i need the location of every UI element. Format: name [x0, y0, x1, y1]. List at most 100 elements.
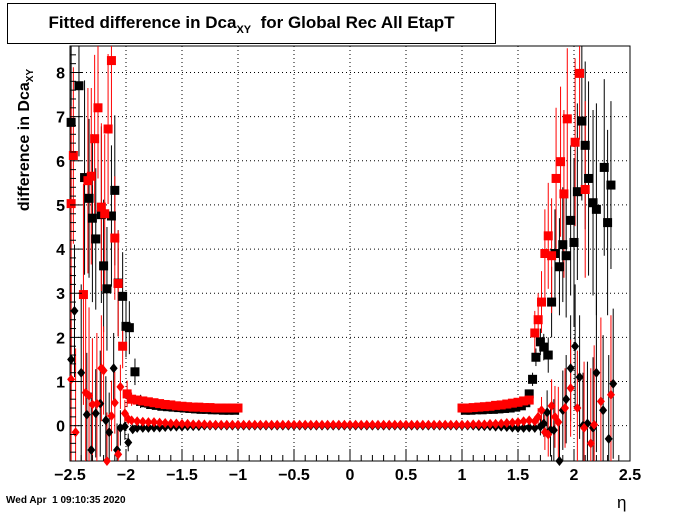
- data-point-square: [575, 68, 585, 78]
- data-point-diamond: [82, 409, 91, 420]
- data-point-square: [166, 400, 176, 410]
- data-point-diamond: [105, 427, 114, 438]
- data-point-square: [96, 202, 106, 212]
- data-point-square: [457, 403, 467, 413]
- data-point-diamond: [525, 422, 534, 433]
- data-point-diamond: [413, 419, 422, 430]
- data-point-square: [106, 56, 116, 66]
- data-point-diamond: [116, 381, 125, 392]
- data-point-square: [66, 199, 76, 209]
- data-point-square: [599, 162, 609, 172]
- data-point-diamond: [407, 419, 416, 430]
- data-point-diamond: [561, 403, 570, 414]
- data-point-square: [188, 402, 198, 412]
- data-point-square: [132, 395, 142, 405]
- data-point-diamond: [101, 415, 110, 426]
- data-point-diamond: [534, 411, 543, 422]
- data-point-diamond: [133, 416, 142, 427]
- data-point-diamond: [161, 418, 170, 429]
- data-point-diamond: [609, 378, 618, 389]
- data-point-square: [588, 198, 598, 208]
- data-point-square: [551, 173, 561, 183]
- data-point-square: [531, 352, 541, 362]
- data-point-square: [524, 395, 534, 405]
- data-point-diamond: [374, 419, 382, 430]
- data-point-square: [118, 291, 128, 301]
- data-point-square: [528, 374, 538, 384]
- y-axis-label: difference in DcaXY: [16, 68, 36, 212]
- data-point-diamond: [539, 418, 548, 429]
- data-point-diamond: [290, 419, 298, 430]
- data-point-diamond: [183, 418, 192, 429]
- data-point-square: [539, 342, 549, 352]
- data-point-diamond: [85, 390, 94, 401]
- data-point-diamond: [284, 419, 293, 430]
- data-point-diamond: [329, 419, 338, 430]
- data-point-square: [106, 211, 116, 221]
- data-point-diamond: [566, 363, 575, 374]
- data-point-diamond: [250, 419, 259, 430]
- data-point-diamond: [580, 422, 589, 433]
- data-point-diamond: [194, 419, 203, 430]
- data-point-diamond: [295, 419, 304, 430]
- data-point-diamond: [306, 419, 315, 430]
- data-point-square: [540, 249, 550, 258]
- data-point-diamond: [138, 422, 147, 433]
- data-point-diamond: [109, 363, 118, 374]
- data-point-diamond: [575, 372, 584, 383]
- data-point-square: [110, 233, 120, 243]
- data-point-square: [194, 402, 204, 412]
- data-point-diamond: [150, 417, 158, 428]
- y-tick-label: 5: [56, 198, 65, 215]
- timestamp: Wed Apr 1 09:10:35 2020: [6, 495, 126, 506]
- data-point-diamond: [91, 408, 100, 419]
- data-point-square: [130, 367, 140, 377]
- data-point-square: [124, 323, 134, 333]
- data-point-diamond: [262, 419, 270, 430]
- data-point-square: [66, 117, 76, 127]
- data-point-diamond: [144, 422, 153, 433]
- x-axis-label: η: [617, 493, 627, 512]
- data-point-diamond: [87, 444, 96, 455]
- data-point-square: [103, 124, 113, 134]
- data-point-diamond: [385, 419, 394, 430]
- data-point-square: [74, 81, 84, 91]
- data-point-diamond: [555, 456, 564, 466]
- data-point-diamond: [606, 389, 615, 400]
- x-tick-label: 2: [570, 467, 579, 484]
- y-tick-label: 3: [56, 286, 65, 303]
- data-point-square: [86, 171, 96, 181]
- data-point-diamond: [138, 416, 147, 427]
- data-point-square: [547, 297, 557, 307]
- data-point-diamond: [172, 418, 181, 429]
- data-point-diamond: [127, 415, 136, 426]
- data-point-diamond: [435, 419, 444, 430]
- data-point-diamond: [368, 419, 377, 430]
- y-tick-label: 8: [56, 65, 65, 82]
- data-point-diamond: [586, 438, 595, 449]
- data-point-square: [572, 187, 582, 197]
- data-point-diamond: [92, 398, 101, 409]
- data-point-square: [100, 209, 110, 219]
- data-point-diamond: [245, 419, 254, 430]
- data-point-diamond: [590, 419, 599, 430]
- y-tick-label: 1: [56, 375, 65, 392]
- data-point-square: [222, 403, 232, 413]
- x-tick-label: 2.5: [619, 467, 641, 484]
- data-point-square: [580, 184, 590, 194]
- data-point-square: [496, 400, 506, 410]
- data-point-square: [205, 403, 215, 413]
- y-tick-label: 4: [56, 242, 65, 259]
- data-point-square: [78, 290, 88, 300]
- y-tick-label: 2: [56, 330, 65, 347]
- data-point-square: [485, 401, 495, 411]
- data-point-diamond: [566, 383, 575, 394]
- data-point-square: [113, 279, 123, 289]
- data-point-diamond: [323, 419, 332, 430]
- data-point-diamond: [150, 422, 158, 433]
- data-point-square: [68, 150, 78, 160]
- data-point-square: [543, 350, 553, 360]
- data-point-square: [93, 103, 103, 113]
- data-point-diamond: [77, 367, 86, 378]
